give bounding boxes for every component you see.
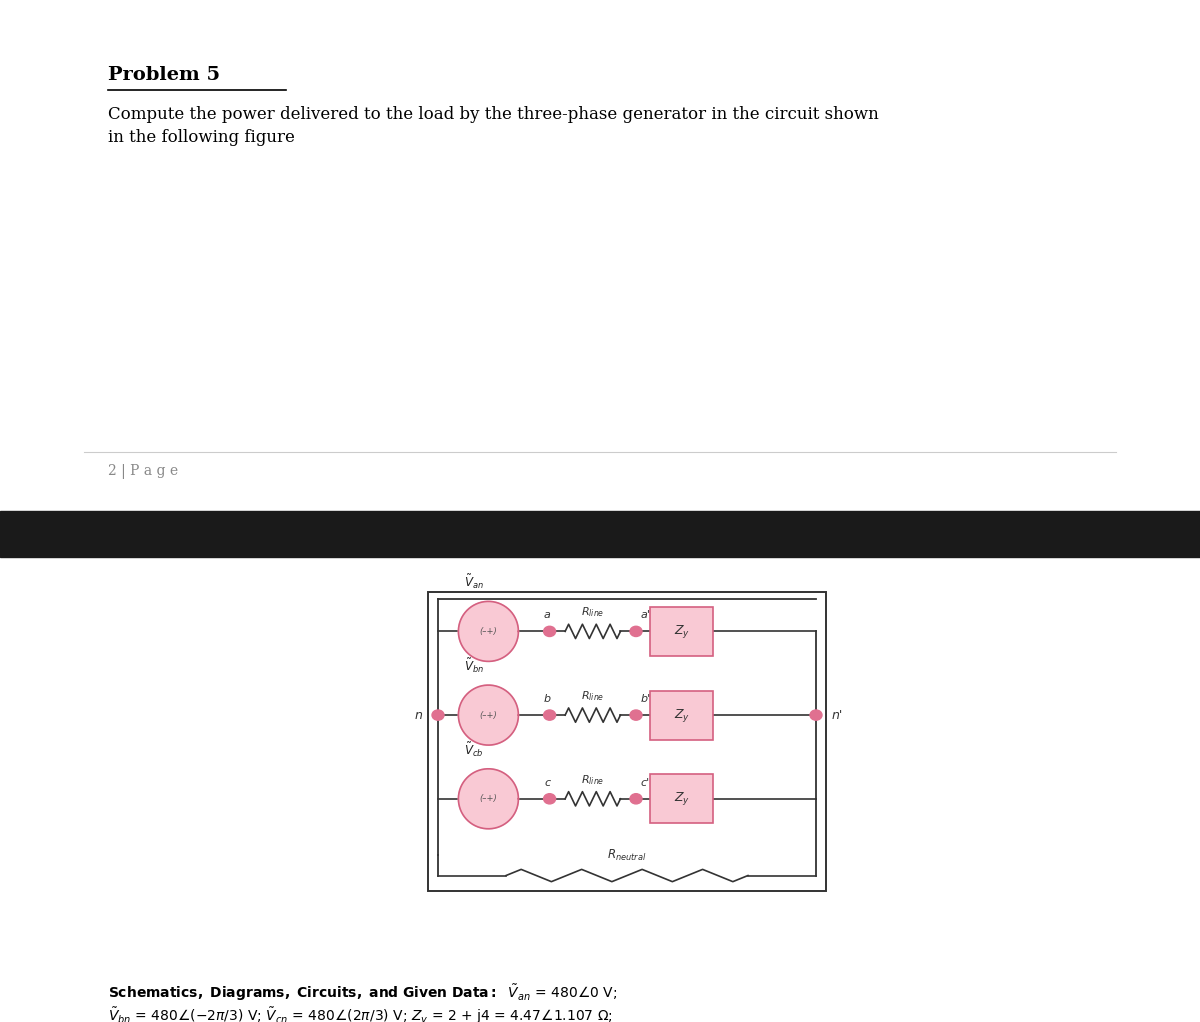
- Circle shape: [630, 626, 642, 637]
- Text: $Z_y$: $Z_y$: [673, 622, 690, 640]
- Text: $R_{line}$: $R_{line}$: [581, 773, 605, 787]
- Text: c: c: [544, 778, 551, 788]
- Bar: [428, 592, 826, 891]
- Text: 2 | P a g e: 2 | P a g e: [108, 464, 178, 479]
- Text: Compute the power delivered to the load by the three-phase generator in the circ: Compute the power delivered to the load …: [108, 106, 878, 124]
- Text: n: n: [415, 708, 422, 722]
- Polygon shape: [458, 601, 518, 661]
- Text: $Z_y$: $Z_y$: [673, 790, 690, 807]
- Text: b: b: [544, 694, 551, 704]
- Circle shape: [630, 794, 642, 804]
- Text: (–+): (–+): [480, 710, 497, 719]
- Text: (–+): (–+): [480, 794, 497, 803]
- Text: $\mathbf{Schematics,\ Diagrams,\ Circuits,\ and\ Given\ Data:}$  $\tilde{V}_{an}: $\mathbf{Schematics,\ Diagrams,\ Circuit…: [108, 982, 617, 1004]
- Text: Problem 5: Problem 5: [108, 66, 220, 85]
- Text: c': c': [641, 778, 650, 788]
- Circle shape: [544, 710, 556, 721]
- Circle shape: [544, 626, 556, 637]
- Text: (–+): (–+): [480, 626, 497, 636]
- Text: a': a': [641, 610, 650, 620]
- FancyBboxPatch shape: [650, 775, 713, 824]
- Circle shape: [544, 794, 556, 804]
- Text: $R_{line}$: $R_{line}$: [581, 689, 605, 703]
- Text: b': b': [641, 694, 650, 704]
- Circle shape: [432, 710, 444, 721]
- Text: $\tilde{V}_{cb}$: $\tilde{V}_{cb}$: [464, 740, 484, 758]
- Text: $\tilde{V}_{bn}$ = 480$\angle$($-2\pi$/3) V; $\tilde{V}_{cn}$ = 480$\angle$(2$\p: $\tilde{V}_{bn}$ = 480$\angle$($-2\pi$/3…: [108, 1005, 613, 1022]
- Bar: [0, 511, 1200, 557]
- Text: $\tilde{V}_{bn}$: $\tilde{V}_{bn}$: [464, 656, 484, 675]
- Text: $R_{neutral}$: $R_{neutral}$: [607, 848, 647, 864]
- Text: in the following figure: in the following figure: [108, 129, 295, 146]
- Circle shape: [810, 710, 822, 721]
- Bar: [0, 557, 1200, 1022]
- Polygon shape: [458, 685, 518, 745]
- Polygon shape: [458, 769, 518, 829]
- FancyBboxPatch shape: [650, 607, 713, 656]
- FancyBboxPatch shape: [650, 691, 713, 740]
- Text: n': n': [832, 708, 844, 722]
- Bar: [0, 0, 1200, 511]
- Text: a: a: [544, 610, 551, 620]
- Text: $Z_y$: $Z_y$: [673, 706, 690, 724]
- Text: $\tilde{V}_{an}$: $\tilde{V}_{an}$: [464, 572, 484, 591]
- Circle shape: [630, 710, 642, 721]
- Text: $R_{line}$: $R_{line}$: [581, 605, 605, 619]
